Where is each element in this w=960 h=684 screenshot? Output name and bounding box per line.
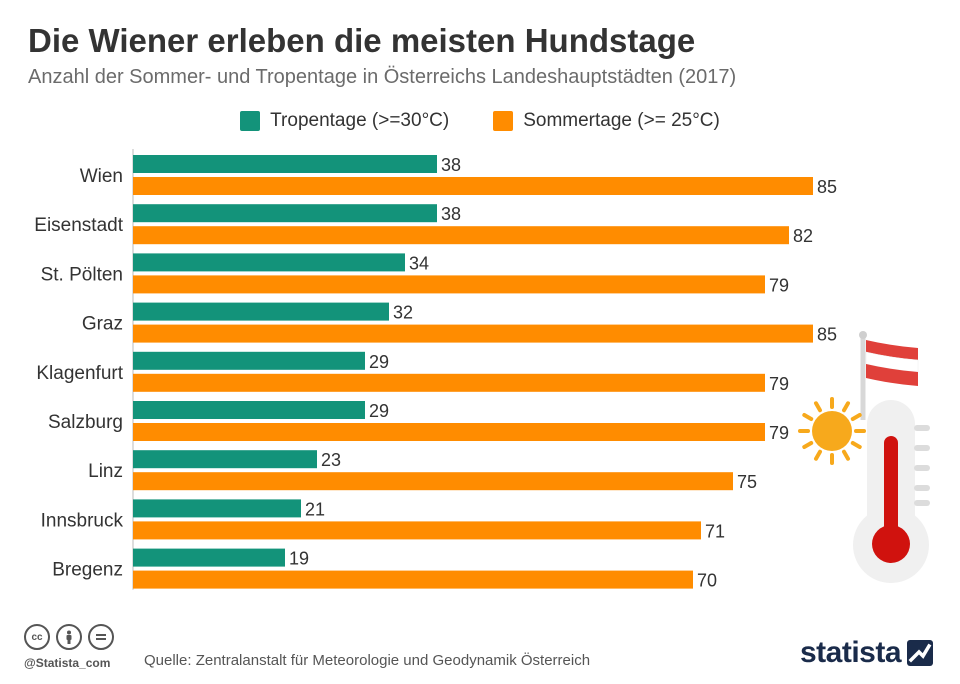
- thermometer-mercury: [884, 436, 898, 536]
- flag-stripe-red: [866, 364, 918, 386]
- thermometer-tick: [914, 465, 930, 471]
- data-label-sommertage: 79: [769, 374, 789, 394]
- bar-tropentage: [133, 548, 285, 567]
- data-label-tropentage: 21: [305, 499, 325, 519]
- data-label-tropentage: 34: [409, 253, 429, 273]
- source-note: Quelle: Zentralanstalt für Meteorologie …: [144, 652, 591, 669]
- thermometer-tick: [914, 425, 930, 431]
- sun-ray: [842, 401, 850, 413]
- license-icons: cc: [24, 624, 114, 650]
- bar-sommertage: [133, 521, 701, 540]
- data-label-tropentage: 29: [369, 352, 389, 372]
- data-label-tropentage: 19: [289, 549, 309, 569]
- bar-tropentage: [133, 351, 365, 370]
- thermometer-tick: [914, 445, 930, 451]
- data-label-sommertage: 82: [793, 226, 813, 246]
- bar-sommertage: [133, 423, 765, 441]
- sun-ray: [802, 441, 814, 449]
- thermometer-tick: [914, 500, 930, 506]
- bar-tropentage: [133, 499, 301, 518]
- data-label-sommertage: 71: [705, 521, 725, 541]
- data-label-tropentage: 23: [321, 450, 341, 470]
- category-label: Klagenfurt: [36, 363, 123, 384]
- legend: Tropentage (>=30°C) Sommertage (>= 25°C): [0, 110, 960, 132]
- thermometer-bulb: [872, 525, 910, 563]
- legend-swatch-tropentage: [240, 111, 261, 131]
- bar-sommertage: [133, 226, 789, 245]
- legend-item-sommertage: Sommertage (>= 25°C): [493, 110, 720, 132]
- category-label: Wien: [80, 166, 123, 187]
- data-label-sommertage: 85: [817, 325, 837, 345]
- statista-wordmark: statista: [800, 636, 902, 669]
- data-label-sommertage: 85: [817, 177, 837, 197]
- bar-sommertage: [133, 324, 813, 343]
- statista-mark-icon: [907, 640, 934, 666]
- bar-sommertage: [133, 373, 765, 392]
- bar-tropentage: [133, 204, 437, 223]
- data-label-tropentage: 38: [441, 204, 461, 224]
- bar-tropentage: [133, 302, 389, 321]
- category-label: St. Pölten: [41, 264, 123, 285]
- data-label-tropentage: 29: [369, 401, 389, 421]
- statista-logo[interactable]: statista: [800, 636, 934, 670]
- bar-sommertage: [133, 275, 765, 294]
- thermometer-tick: [914, 485, 930, 491]
- category-label: Salzburg: [48, 412, 123, 433]
- chart-title: Die Wiener erleben die meisten Hundstage: [28, 22, 696, 59]
- bar-sommertage: [133, 177, 813, 195]
- data-label-tropentage: 32: [393, 303, 413, 323]
- bar-tropentage: [133, 253, 405, 272]
- flag-pole-top: [859, 331, 867, 339]
- sun-ray: [814, 449, 822, 461]
- chart-subtitle: Anzahl der Sommer- und Tropentage in Öst…: [28, 66, 737, 88]
- sun-ray: [850, 441, 862, 449]
- legend-swatch-sommertage: [493, 111, 514, 131]
- weather-illustration: [798, 331, 930, 583]
- category-label: Linz: [88, 461, 123, 482]
- data-label-sommertage: 79: [769, 423, 789, 443]
- sun-ray: [850, 413, 862, 421]
- data-label-sommertage: 70: [697, 571, 717, 591]
- legend-label-tropentage: Tropentage (>=30°C): [270, 110, 450, 131]
- austrian-flag-icon: [866, 340, 918, 360]
- category-label: Eisenstadt: [34, 215, 123, 236]
- bar-tropentage: [133, 450, 317, 469]
- cc-icon: cc: [24, 624, 50, 650]
- category-label: Graz: [82, 314, 123, 335]
- bar-sommertage: [133, 570, 693, 589]
- legend-item-tropentage: Tropentage (>=30°C): [240, 110, 449, 132]
- bar-tropentage: [133, 155, 437, 173]
- by-icon: [56, 624, 82, 650]
- category-label: Innsbruck: [41, 510, 124, 531]
- sun-ray: [842, 449, 850, 461]
- bar-tropentage: [133, 401, 365, 419]
- sun-ray: [814, 401, 822, 413]
- statista-handle[interactable]: @Statista_com: [24, 656, 111, 670]
- data-label-sommertage: 79: [769, 275, 789, 295]
- nd-icon: [88, 624, 114, 650]
- sun-icon: [812, 411, 852, 451]
- data-label-sommertage: 75: [737, 472, 757, 492]
- legend-label-sommertage: Sommertage (>= 25°C): [523, 110, 720, 131]
- category-label: Bregenz: [52, 560, 123, 581]
- bar-sommertage: [133, 472, 733, 491]
- data-label-tropentage: 38: [441, 155, 461, 175]
- sun-ray: [802, 413, 814, 421]
